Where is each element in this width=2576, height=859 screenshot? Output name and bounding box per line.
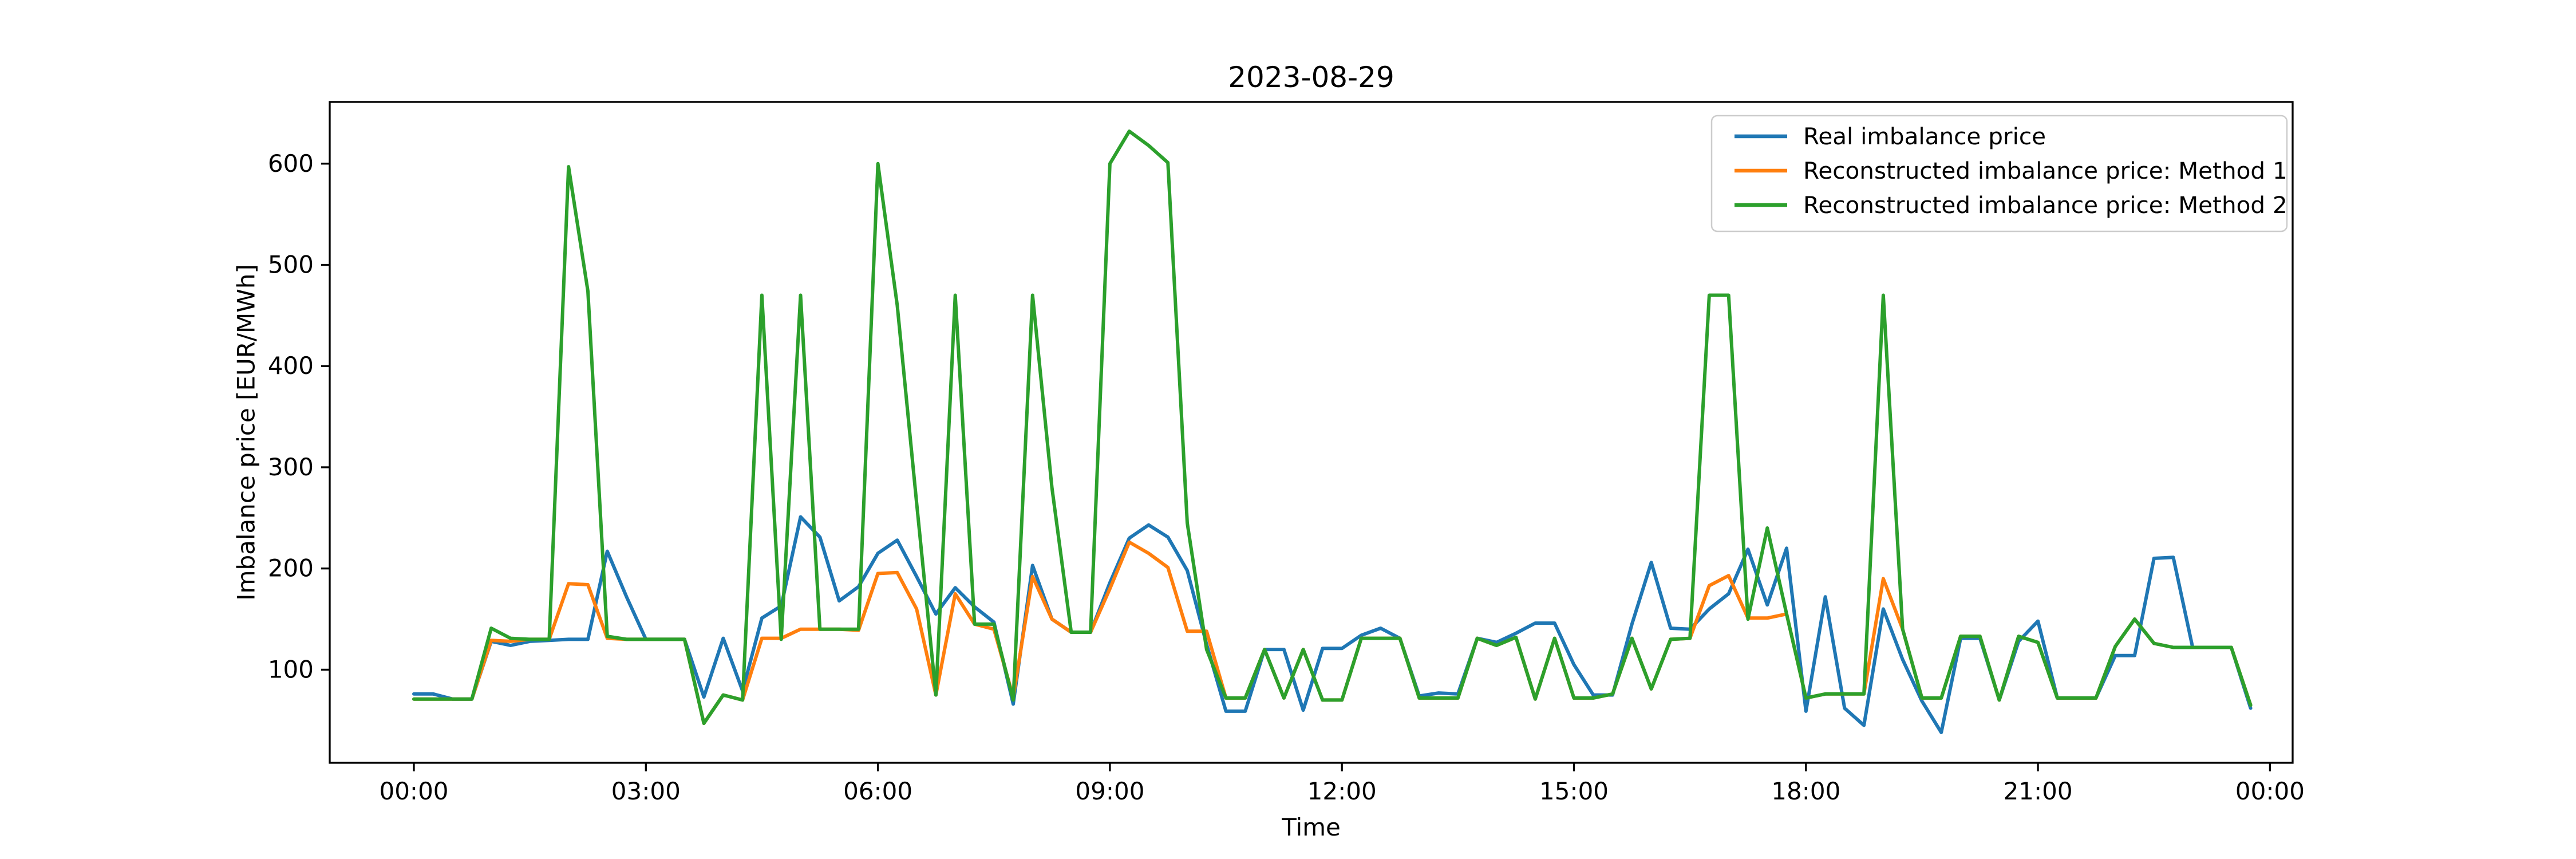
legend-label-3: Reconstructed imbalance price: Method 2 — [1803, 191, 2287, 219]
chart-title: 2023-08-29 — [1228, 61, 1394, 94]
series-line-2 — [412, 540, 2253, 726]
x-tick-label: 15:00 — [1539, 777, 1609, 805]
x-axis-label: Time — [1282, 813, 1341, 841]
x-tick-label: 03:00 — [611, 777, 681, 805]
legend-label-1: Real imbalance price — [1803, 123, 2046, 150]
x-tick-label: 06:00 — [843, 777, 912, 805]
y-tick-label: 500 — [268, 251, 314, 279]
plot-frame — [329, 101, 2294, 764]
y-tick-label: 400 — [268, 352, 314, 380]
x-tick-label: 00:00 — [2235, 777, 2305, 805]
x-tick-label: 12:00 — [1307, 777, 1377, 805]
series-line-3 — [412, 129, 2253, 726]
y-axis-label: Imbalance price [EUR/MWh] — [232, 264, 260, 601]
x-tick-label: 21:00 — [2004, 777, 2073, 805]
y-tick-label: 300 — [268, 453, 314, 481]
y-tick-label: 600 — [268, 149, 314, 178]
legend-label-2: Reconstructed imbalance price: Method 1 — [1803, 157, 2287, 184]
x-tick-label: 18:00 — [1771, 777, 1840, 805]
series-line-1 — [412, 515, 2253, 734]
y-tick-label: 200 — [268, 554, 314, 582]
x-tick-label: 00:00 — [379, 777, 448, 805]
y-tick-label: 100 — [268, 655, 314, 683]
legend-box — [1710, 115, 2288, 233]
x-tick-label: 09:00 — [1075, 777, 1144, 805]
